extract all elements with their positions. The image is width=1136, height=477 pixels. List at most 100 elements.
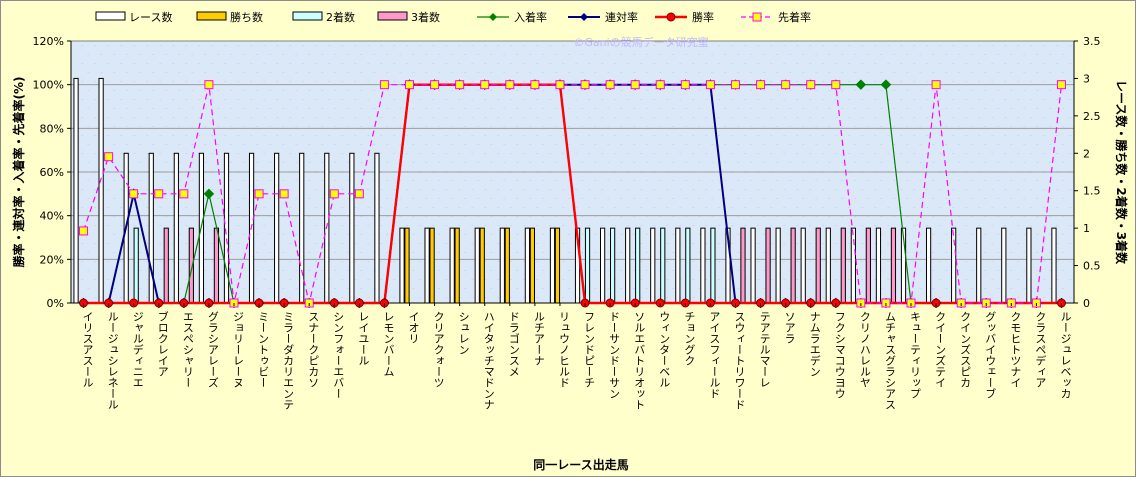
plot-texture-dot [451, 54, 454, 55]
plot-texture-dot [809, 63, 812, 64]
plot-texture-dot [614, 135, 617, 136]
y-left-tick-label: 40% [40, 210, 64, 223]
plot-texture-dot [731, 189, 734, 190]
plot-texture-dot [308, 216, 311, 217]
plot-texture-dot [783, 225, 786, 226]
plot-texture-dot [568, 252, 571, 253]
plot-texture-dot [887, 117, 890, 118]
plot-texture-dot [542, 288, 545, 289]
plot-texture-dot [1056, 45, 1059, 46]
plot-texture-dot [243, 198, 246, 199]
plot-texture-dot [321, 252, 324, 253]
plot-texture-dot [399, 54, 402, 55]
plot-texture-dot [510, 117, 513, 118]
point-sencha-rate [430, 80, 440, 90]
plot-texture-dot [536, 261, 539, 262]
plot-texture-dot [334, 108, 337, 109]
plot-texture-dot [562, 207, 565, 208]
plot-texture-dot [607, 54, 610, 55]
plot-texture-dot [893, 126, 896, 127]
plot-texture-dot [1049, 126, 1052, 127]
plot-texture-dot [191, 198, 194, 199]
point-sencha-rate [831, 80, 841, 90]
plot-texture-dot [360, 198, 363, 199]
plot-texture-dot [1010, 252, 1013, 253]
plot-texture-dot [536, 225, 539, 226]
plot-texture-dot [289, 117, 292, 118]
plot-texture-dot [204, 144, 207, 145]
plot-texture-dot [464, 180, 467, 181]
plot-texture-dot [640, 135, 643, 136]
plot-texture-dot [1036, 90, 1039, 91]
plot-texture-dot [763, 288, 766, 289]
plot-texture-dot [770, 117, 773, 118]
plot-texture-dot [763, 108, 766, 109]
plot-texture-dot [81, 243, 84, 244]
plot-texture-dot [926, 117, 929, 118]
plot-texture-dot [932, 126, 935, 127]
plot-texture-dot [1049, 144, 1052, 145]
plot-texture-dot [822, 117, 825, 118]
plot-texture-dot [666, 81, 669, 82]
plot-texture-dot [289, 279, 292, 280]
plot-texture-dot [464, 162, 467, 163]
plot-texture-dot [133, 81, 136, 82]
plot-texture-dot [263, 207, 266, 208]
plot-texture-dot [295, 216, 298, 217]
plot-texture-dot [692, 45, 695, 46]
plot-texture-dot [874, 297, 877, 298]
plot-texture-dot [230, 162, 233, 163]
plot-texture-dot [237, 225, 240, 226]
plot-texture-dot [419, 297, 422, 298]
plot-texture-dot [581, 126, 584, 127]
plot-texture-dot [1004, 207, 1007, 208]
plot-texture-dot [984, 126, 987, 127]
plot-texture-dot [497, 117, 500, 118]
plot-texture-dot [211, 279, 214, 280]
plot-texture-dot [204, 252, 207, 253]
plot-texture-dot [614, 99, 617, 100]
plot-texture-dot [932, 54, 935, 55]
plot-texture-dot [945, 126, 948, 127]
plot-texture-dot [913, 99, 916, 100]
plot-texture-dot [159, 63, 162, 64]
plot-texture-dot [523, 135, 526, 136]
plot-texture-dot [399, 72, 402, 73]
plot-texture-dot [581, 252, 584, 253]
plot-texture-dot [295, 144, 298, 145]
plot-texture-dot [432, 99, 435, 100]
plot-texture-dot [737, 252, 740, 253]
plot-texture-dot [477, 90, 480, 91]
plot-texture-dot [627, 63, 630, 64]
plot-texture-dot [555, 72, 558, 73]
plot-texture-dot [672, 288, 675, 289]
plot-texture-dot [997, 126, 1000, 127]
plot-texture-dot [94, 225, 97, 226]
plot-texture-dot [367, 63, 370, 64]
plot-texture-dot [256, 126, 259, 127]
x-tick-label: フレンドピーチ [583, 311, 596, 388]
plot-texture-dot [601, 207, 604, 208]
plot-texture-dot [191, 72, 194, 73]
plot-texture-dot [815, 126, 818, 127]
plot-texture-dot [503, 198, 506, 199]
plot-texture-dot [848, 153, 851, 154]
plot-texture-dot [607, 198, 610, 199]
plot-texture-dot [523, 297, 526, 298]
plot-texture-dot [211, 243, 214, 244]
plot-texture-dot [932, 144, 935, 145]
plot-texture-dot [94, 99, 97, 100]
point-sencha-rate [279, 189, 289, 199]
plot-texture-dot [770, 225, 773, 226]
plot-texture-dot [614, 279, 617, 280]
plot-texture-dot [698, 198, 701, 199]
plot-texture-dot [731, 117, 734, 118]
plot-texture-dot [516, 252, 519, 253]
plot-texture-dot [828, 180, 831, 181]
plot-texture-dot [432, 117, 435, 118]
plot-texture-dot [497, 63, 500, 64]
plot-texture-dot [718, 261, 721, 262]
plot-texture-dot [737, 90, 740, 91]
plot-texture-dot [653, 117, 656, 118]
plot-texture-dot [165, 90, 168, 91]
